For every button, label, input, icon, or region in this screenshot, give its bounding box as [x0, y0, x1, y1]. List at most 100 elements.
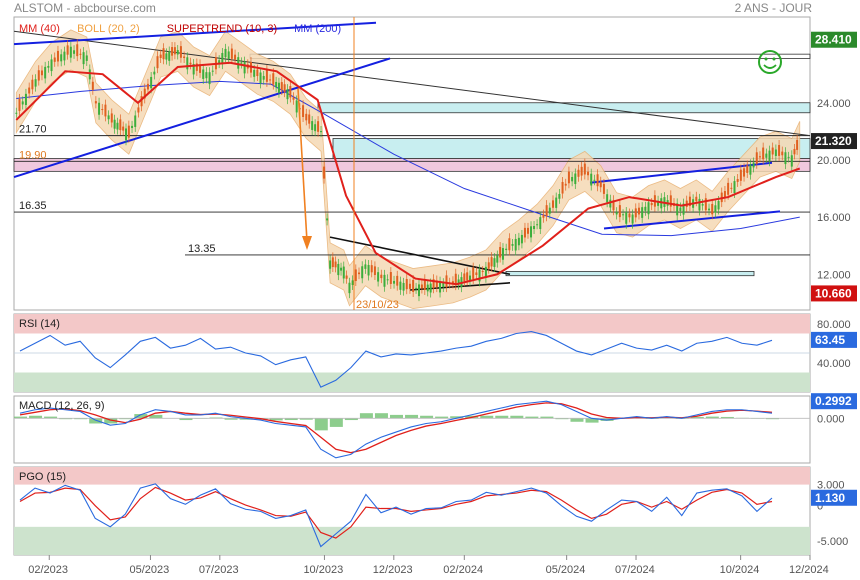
- candle-body: [358, 272, 361, 275]
- macd-histogram-bar: [239, 418, 253, 420]
- candle-body: [647, 202, 650, 215]
- macd-histogram-bar: [149, 414, 163, 419]
- macd-histogram-bar: [510, 415, 524, 419]
- candle-body: [593, 179, 596, 181]
- candle-body: [774, 149, 777, 156]
- candle-body: [796, 139, 799, 150]
- price-tag-2: 10.660: [815, 286, 852, 300]
- candle-body: [496, 255, 499, 263]
- candle-body: [590, 173, 593, 186]
- candle-body: [364, 264, 367, 269]
- pgo-upper-zone: [14, 467, 810, 485]
- candle-body: [280, 82, 283, 91]
- candle-body: [618, 205, 621, 218]
- candle-body: [134, 115, 137, 127]
- candle-body: [24, 93, 27, 105]
- candle-body: [131, 125, 134, 128]
- candle-body: [317, 121, 320, 132]
- macd-histogram-bar: [720, 416, 734, 419]
- candle-body: [314, 124, 317, 132]
- candle-body: [552, 200, 555, 208]
- candle-body: [21, 101, 24, 105]
- candle-body: [367, 264, 370, 276]
- candle-body: [478, 269, 481, 282]
- candle-body: [380, 274, 383, 279]
- x-tick-label-0: 02/2023: [28, 564, 68, 576]
- macd-tag-bg: [811, 393, 857, 410]
- candle-body: [714, 205, 717, 213]
- macd-histogram-bar: [525, 416, 539, 419]
- macd-histogram-bar: [435, 416, 449, 419]
- candle-body: [15, 112, 18, 114]
- candle-body: [580, 166, 583, 176]
- candle-body: [501, 248, 504, 260]
- candle-body: [286, 89, 289, 100]
- chart-period-label: 2 ANS - JOUR: [734, 1, 812, 15]
- pgo-signal-line: [19, 486, 773, 539]
- candle-body: [402, 282, 405, 291]
- wedge-top-line: [329, 236, 511, 276]
- candle-body: [377, 272, 380, 282]
- candle-body: [386, 279, 389, 281]
- macd-histogram-bar: [269, 418, 283, 421]
- candle-body: [393, 280, 396, 284]
- resistance-zone-upper: [317, 102, 811, 114]
- candle-body: [122, 126, 125, 131]
- candle-body: [679, 207, 682, 211]
- legend-item-1: BOLL (20, 2): [77, 23, 140, 35]
- candle-body: [637, 207, 640, 215]
- macd-histogram-bar: [420, 415, 434, 419]
- candle-body: [517, 237, 520, 246]
- candle-body: [396, 275, 399, 286]
- candle-body: [787, 156, 790, 158]
- candle-body: [701, 204, 704, 206]
- candle-body: [523, 227, 526, 238]
- candle-body: [311, 121, 314, 130]
- mm40-line: [15, 61, 801, 286]
- candle-body: [389, 272, 392, 284]
- candle-body: [481, 271, 484, 273]
- candle-body: [361, 266, 364, 279]
- candle-body: [484, 266, 487, 278]
- candle-body: [168, 51, 171, 61]
- macd-histogram-bar: [104, 418, 118, 424]
- candle-body: [295, 100, 298, 113]
- candle-body: [125, 128, 128, 141]
- candle-body: [98, 102, 101, 115]
- legend-item-3: MM (200): [294, 23, 341, 35]
- candle-body: [628, 213, 631, 218]
- candle-body: [420, 284, 423, 289]
- candle-body: [781, 151, 784, 156]
- candle-body: [609, 199, 612, 208]
- candle-body: [56, 50, 59, 62]
- candle-body: [104, 104, 107, 117]
- macd-histogram-bar: [540, 416, 554, 419]
- candle-body: [289, 86, 292, 98]
- resistance-zone-pink: [13, 158, 811, 172]
- macd-histogram-bar: [44, 416, 58, 419]
- candle-body: [240, 62, 243, 64]
- x-tick-label-2: 07/2023: [199, 564, 239, 576]
- wedge-bottom-line: [409, 282, 511, 291]
- rsi-ytick-0: 40.000: [817, 358, 851, 370]
- candle-body: [272, 73, 275, 85]
- candle-body: [256, 69, 259, 77]
- rsi-ytick-1: 80.000: [817, 319, 851, 331]
- candle-body: [412, 279, 415, 292]
- candle-body: [37, 70, 40, 81]
- pgo-lower-zone: [14, 526, 810, 555]
- channel-top-line: [589, 161, 773, 184]
- candle-body: [60, 54, 63, 62]
- candle-body: [508, 238, 511, 251]
- candle-body: [192, 64, 195, 75]
- drop-arrow-head: [302, 236, 312, 250]
- candle-body: [34, 79, 37, 87]
- candle-body: [189, 62, 192, 65]
- candle-body: [31, 79, 34, 90]
- event-date-label: 23/10/23: [356, 299, 399, 311]
- candle-body: [50, 59, 53, 72]
- candle-body: [405, 279, 408, 290]
- candle-body: [186, 57, 189, 70]
- candle-body: [475, 272, 478, 276]
- candle-body: [634, 208, 637, 218]
